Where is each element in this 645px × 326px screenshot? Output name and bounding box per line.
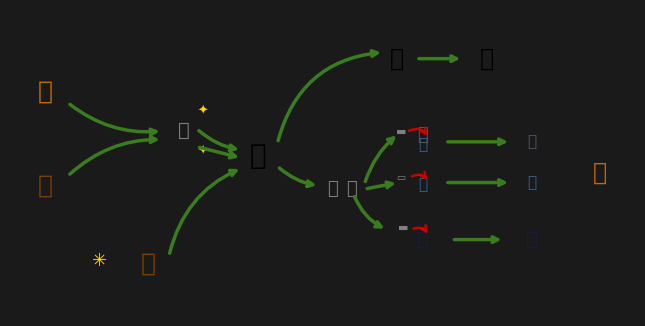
Text: 🏭: 🏭 bbox=[593, 161, 607, 185]
Text: 🏪: 🏪 bbox=[480, 47, 494, 71]
Text: 🚚: 🚚 bbox=[417, 126, 428, 144]
Text: 🥛: 🥛 bbox=[250, 142, 266, 170]
Text: 🚛: 🚛 bbox=[526, 230, 538, 249]
Text: 🚐: 🚐 bbox=[418, 138, 427, 153]
Text: 🧴: 🧴 bbox=[346, 180, 357, 198]
Text: ▬: ▬ bbox=[398, 223, 408, 233]
Text: 🚛: 🚛 bbox=[417, 230, 428, 249]
Text: 🐄: 🐄 bbox=[37, 174, 53, 198]
Text: 🐄: 🐄 bbox=[141, 252, 156, 276]
Text: ▭: ▭ bbox=[397, 173, 406, 183]
Text: 🚐: 🚐 bbox=[528, 175, 537, 190]
Text: ✦: ✦ bbox=[198, 145, 208, 158]
Text: 🧴: 🧴 bbox=[327, 180, 337, 198]
Text: 🧴: 🧴 bbox=[178, 121, 190, 140]
Text: 🧀: 🧀 bbox=[390, 47, 404, 71]
Text: ✦: ✦ bbox=[198, 104, 208, 117]
Text: 🚐: 🚐 bbox=[528, 134, 537, 149]
Text: 🐄: 🐄 bbox=[37, 79, 53, 103]
Text: ✳: ✳ bbox=[92, 252, 108, 270]
Text: ▬: ▬ bbox=[396, 127, 406, 137]
Text: 🚐: 🚐 bbox=[418, 177, 427, 192]
